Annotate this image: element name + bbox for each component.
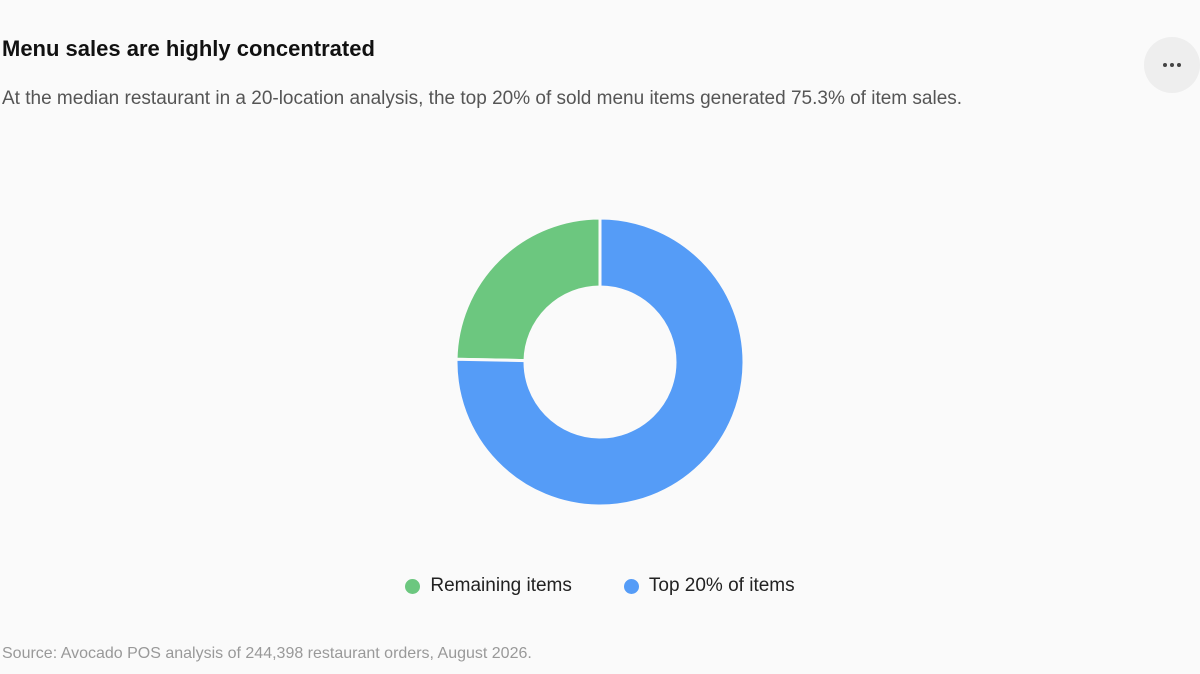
legend-swatch: [405, 578, 421, 594]
chart-subtitle: At the median restaurant in a 20-locatio…: [2, 88, 963, 109]
legend-swatch: [623, 578, 639, 594]
legend-item: Remaining items: [405, 575, 572, 597]
legend-label: Remaining items: [430, 575, 572, 596]
chart-source: Source: Avocado POS analysis of 244,398 …: [2, 645, 532, 662]
legend-label: Top 20% of items: [648, 575, 795, 596]
slice: [454, 216, 602, 363]
legend: Remaining items Top 20% of items: [0, 575, 1200, 597]
slice: [454, 216, 746, 508]
chart-title: Menu sales are highly concentrated: [2, 36, 375, 61]
legend-item: Top 20% of items: [623, 575, 795, 597]
more-button[interactable]: [1144, 37, 1200, 93]
chart: [454, 216, 746, 508]
